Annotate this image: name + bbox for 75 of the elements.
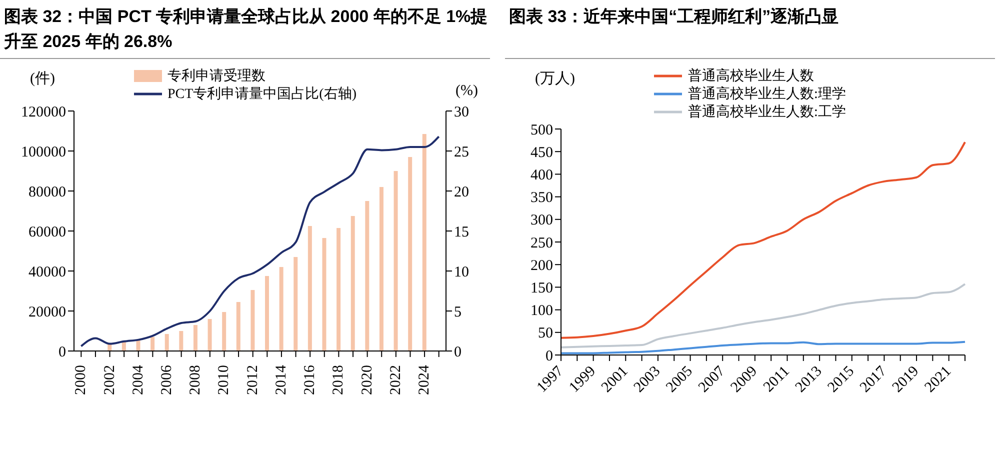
y-tick-label: 50 xyxy=(538,326,553,342)
bar xyxy=(164,334,169,351)
y-tick-label: 200 xyxy=(530,258,553,274)
bar xyxy=(222,312,226,351)
bar xyxy=(422,134,426,351)
bar xyxy=(294,257,298,351)
x-tick-label: 2018 xyxy=(330,365,347,395)
y-tick-label: 500 xyxy=(530,122,553,138)
y-tick-label: 120000 xyxy=(21,104,66,120)
bar xyxy=(308,226,312,351)
y-tick-label: 450 xyxy=(530,144,553,161)
x-tick-label: 2024 xyxy=(416,364,433,395)
y-axis-title: (件) xyxy=(30,70,55,88)
bar xyxy=(394,171,398,351)
y-tick-label: 250 xyxy=(530,235,553,252)
y2-tick-label: 5 xyxy=(454,304,462,320)
x-tick-label: 2004 xyxy=(130,364,146,395)
y2-tick-label: 30 xyxy=(454,104,469,120)
y2-tick-label: 20 xyxy=(454,184,469,200)
legend-label: 普通高校毕业生人数:工学 xyxy=(688,103,846,121)
bar xyxy=(279,267,284,351)
bar xyxy=(250,290,255,351)
x-tick-label: 2021 xyxy=(922,363,954,396)
x-tick-label: 2016 xyxy=(302,364,318,395)
y-tick-label: 40000 xyxy=(28,264,66,280)
bar xyxy=(179,331,184,351)
bar xyxy=(193,325,198,351)
x-tick-label: 2006 xyxy=(159,364,175,395)
x-tick-label: 2022 xyxy=(388,365,404,395)
y-tick-label: 150 xyxy=(530,280,553,297)
bar xyxy=(365,201,370,351)
line-series xyxy=(80,136,440,348)
x-tick-label: 2012 xyxy=(244,365,261,395)
x-tick-label: 2010 xyxy=(216,365,232,395)
y-tick-label: 300 xyxy=(530,212,553,229)
x-tick-label: 2020 xyxy=(359,365,376,395)
bar xyxy=(265,276,270,351)
x-tick-label: 2008 xyxy=(188,365,204,395)
bar xyxy=(379,187,384,351)
y2-axis-title: (%) xyxy=(456,83,478,100)
line-series xyxy=(560,283,966,348)
x-tick-label: 1999 xyxy=(566,363,599,396)
legend-label: 普通高校毕业生人数 xyxy=(688,67,814,85)
y-tick-label: 100000 xyxy=(21,144,66,160)
chart-title: 图表 33：近年来中国“工程师红利”逐渐凸显 xyxy=(505,0,995,59)
bar xyxy=(408,157,412,351)
bar xyxy=(322,238,326,351)
chart-title: 图表 32：中国 PCT 专利申请量全球占比从 2000 年的不足 1%提升至 2025 年的 26.8% xyxy=(0,0,490,59)
y-tick-label: 100 xyxy=(530,303,553,320)
y2-tick-label: 0 xyxy=(454,344,462,360)
bar xyxy=(236,302,240,351)
y-tick-label: 0 xyxy=(546,348,553,364)
bar xyxy=(150,337,155,351)
y-tick-label: 20000 xyxy=(28,304,66,320)
y-axis-title: (万人) xyxy=(535,70,575,88)
y-tick-label: 0 xyxy=(58,344,66,360)
y-tick-label: 350 xyxy=(530,190,553,206)
y-tick-label: 80000 xyxy=(28,184,66,200)
x-tick-label: 2001 xyxy=(598,363,632,396)
y2-tick-label: 25 xyxy=(454,144,469,160)
y-tick-label: 400 xyxy=(530,168,553,184)
x-tick-label: 2011 xyxy=(760,363,793,396)
bar xyxy=(336,228,341,351)
bar xyxy=(350,216,355,351)
x-tick-label: 2014 xyxy=(273,364,290,395)
x-tick-label: 2000 xyxy=(73,365,90,395)
legend-label: 普通高校毕业生人数:理学 xyxy=(688,85,846,103)
y2-tick-label: 15 xyxy=(454,224,469,240)
bar xyxy=(208,319,212,351)
legend-label: PCT专利申请量中国占比(右轴) xyxy=(168,86,356,103)
line-series xyxy=(560,141,966,339)
y-tick-label: 60000 xyxy=(28,224,66,240)
legend-label: 专利申请受理数 xyxy=(168,67,266,85)
x-tick-label: 2002 xyxy=(102,365,118,395)
y2-tick-label: 10 xyxy=(454,264,469,280)
